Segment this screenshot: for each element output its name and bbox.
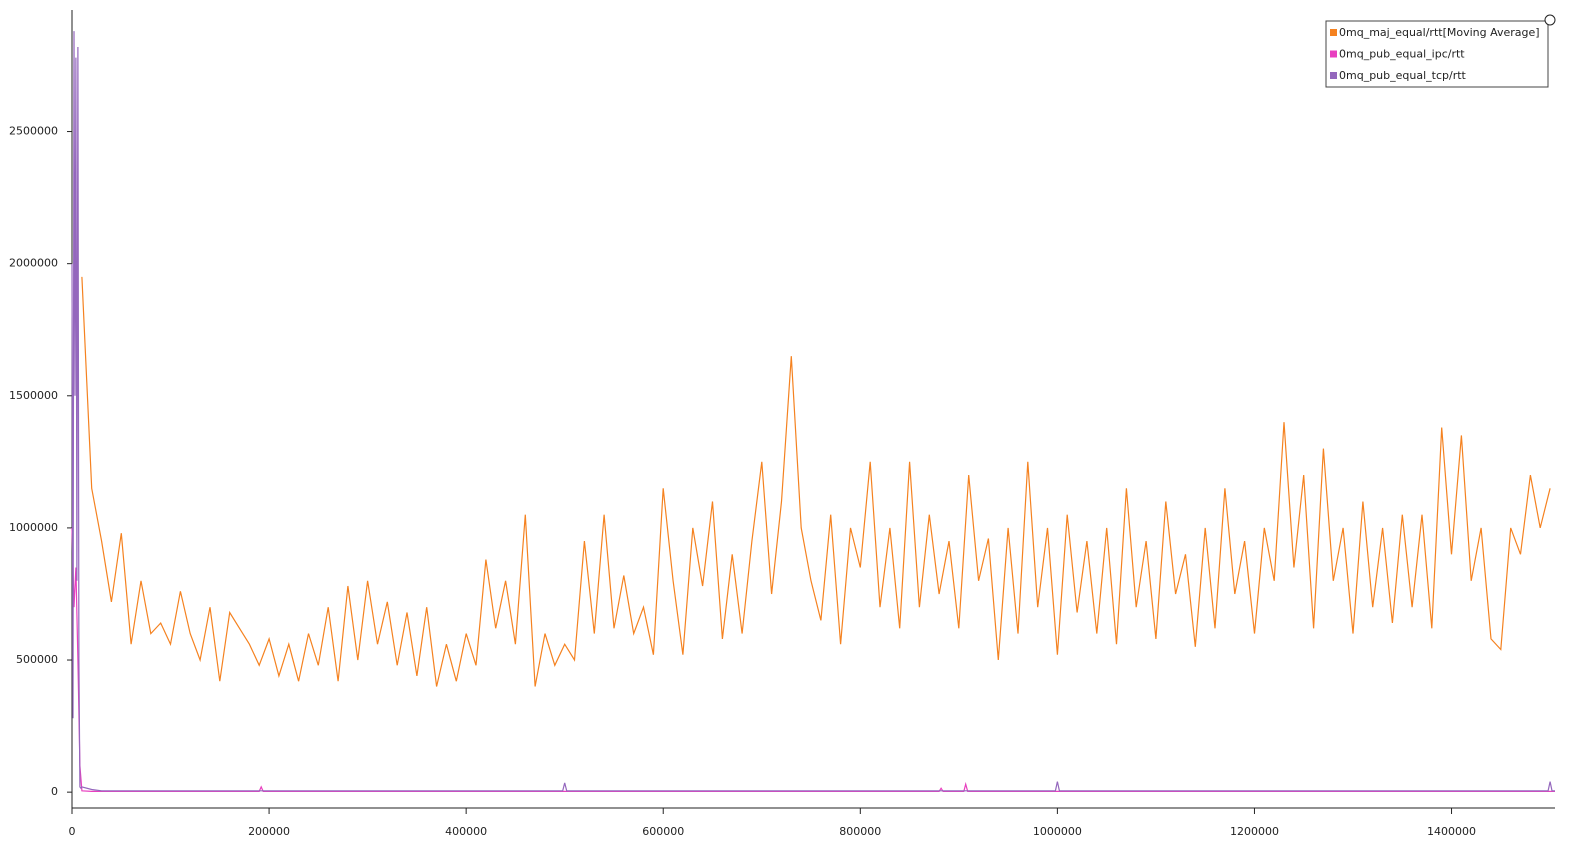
y-tick-label: 500000 xyxy=(16,653,58,666)
x-tick-label: 400000 xyxy=(445,825,487,838)
legend-label: 0mq_maj_equal/rtt[Moving Average] xyxy=(1339,26,1540,39)
x-tick-label: 1400000 xyxy=(1427,825,1476,838)
legend-swatch xyxy=(1330,29,1337,36)
x-tick-label: 1200000 xyxy=(1230,825,1279,838)
x-tick-label: 0 xyxy=(69,825,76,838)
x-tick-label: 200000 xyxy=(248,825,290,838)
legend-box xyxy=(1325,20,1549,88)
legend-swatch xyxy=(1330,50,1337,58)
legend-label: 0mq_pub_equal_tcp/rtt xyxy=(1339,69,1467,82)
y-tick-label: 2500000 xyxy=(9,125,58,138)
x-tick-label: 800000 xyxy=(839,825,881,838)
legend-handle[interactable] xyxy=(1544,14,1556,26)
series-line xyxy=(71,31,1555,792)
legend-label: 0mq_pub_equal_ipc/rtt xyxy=(1339,48,1465,61)
y-tick-label: 0 xyxy=(51,785,58,798)
y-tick-label: 2000000 xyxy=(9,257,58,270)
y-tick-label: 1500000 xyxy=(9,389,58,402)
legend-swatch xyxy=(1330,72,1337,79)
y-tick-label: 1000000 xyxy=(9,521,58,534)
x-tick-label: 1000000 xyxy=(1033,825,1082,838)
series-line xyxy=(81,276,1551,687)
x-tick-label: 600000 xyxy=(642,825,684,838)
legend: 0mq_maj_equal/rtt[Moving Average] 0mq_pub… xyxy=(1325,14,1556,88)
series-line xyxy=(71,527,1555,792)
